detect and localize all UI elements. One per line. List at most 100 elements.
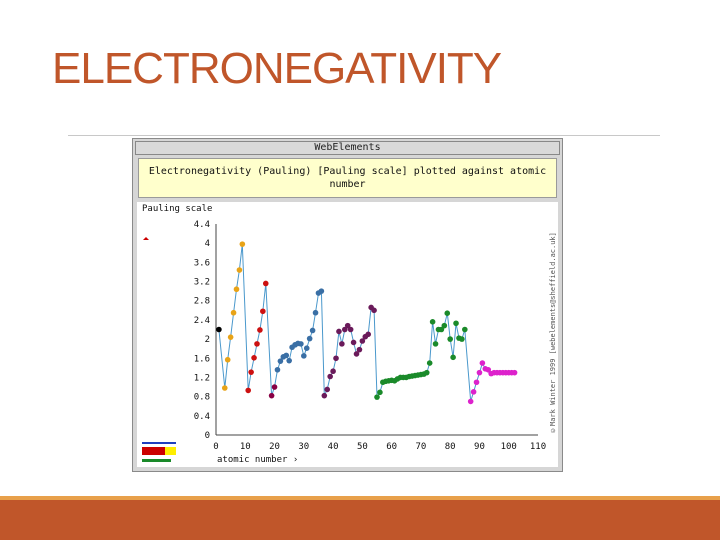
data-point <box>245 387 251 394</box>
data-point <box>224 356 231 363</box>
data-point <box>274 366 281 373</box>
data-point <box>374 394 380 400</box>
data-point <box>248 369 254 375</box>
data-point <box>286 357 292 364</box>
data-point <box>251 354 257 361</box>
data-point <box>423 369 430 376</box>
tick-labels: 0 0.4 0.8 1.2 1.6 2 2.4 2.8 3.2 3.6 4 4.4 0 10 20 30 40 5… <box>194 220 546 452</box>
data-point <box>350 339 357 346</box>
legend-red-marker <box>143 237 149 240</box>
x-tick-label: 100 <box>501 442 517 452</box>
y-tick-label: 2.4 <box>194 316 210 326</box>
data-point <box>356 346 363 353</box>
data-point <box>344 322 351 329</box>
y-tick-label: 2 <box>205 335 210 345</box>
y-tick-label: 4 <box>205 239 210 249</box>
y-tick-label: 3.6 <box>194 258 210 268</box>
series-line <box>218 244 515 402</box>
data-point <box>312 309 319 316</box>
data-point <box>239 241 246 247</box>
caption-line-2: number <box>329 179 366 190</box>
y-axis-label: Pauling scale <box>142 204 213 214</box>
data-point <box>342 326 348 333</box>
x-tick-label: 50 <box>357 442 368 452</box>
data-point <box>216 326 222 333</box>
x-tick-label: 30 <box>298 442 309 452</box>
title-divider <box>68 135 660 136</box>
footer-accent-stripe <box>0 496 720 500</box>
data-point <box>336 328 342 335</box>
data-point <box>254 341 260 347</box>
y-tick-label: 0.4 <box>194 412 210 422</box>
chart-axes <box>215 224 538 436</box>
data-point <box>301 353 307 359</box>
data-point <box>371 307 377 314</box>
x-tick-label: 40 <box>328 442 339 452</box>
data-point <box>450 354 456 361</box>
x-tick-label: 20 <box>269 442 280 452</box>
electronegativity-line <box>218 244 515 402</box>
x-tick-label: 70 <box>415 442 426 452</box>
y-tick-label: 0 <box>205 431 210 441</box>
data-point <box>321 392 328 399</box>
x-tick-label: 80 <box>445 442 456 452</box>
data-point <box>230 309 237 316</box>
legend-yellow-block <box>165 447 176 455</box>
data-point <box>459 336 465 342</box>
data-point <box>262 280 269 287</box>
data-point <box>221 385 228 391</box>
data-point <box>453 320 459 327</box>
data-point <box>426 360 433 366</box>
data-point <box>441 322 448 329</box>
data-point <box>233 286 240 293</box>
legend-red-block <box>142 447 165 455</box>
y-tick-label: 4.4 <box>194 220 210 230</box>
footer-bar <box>0 496 720 540</box>
data-point <box>327 373 333 380</box>
x-axis-label: atomic number › <box>217 455 299 465</box>
data-point <box>462 326 468 333</box>
data-point <box>257 327 263 333</box>
legend-blue-bar <box>142 442 176 444</box>
legend-swatches <box>142 237 176 462</box>
data-point <box>447 336 453 342</box>
data-point <box>271 384 278 390</box>
y-tick-label: 2.8 <box>194 297 210 307</box>
data-point <box>511 369 518 376</box>
data-point <box>353 351 360 357</box>
y-tick-label: 3.2 <box>194 278 210 288</box>
data-point <box>476 369 483 376</box>
electronegativity-chart: 0 0.4 0.8 1.2 1.6 2 2.4 2.8 3.2 3.6 4 4.4 0 10 20 30 40 5… <box>142 220 546 462</box>
data-point <box>438 326 445 333</box>
data-point <box>333 355 339 362</box>
data-point <box>339 341 345 347</box>
data-point <box>470 389 477 395</box>
data-point <box>473 379 480 386</box>
data-point <box>467 398 474 405</box>
data-point <box>268 392 275 399</box>
data-point <box>330 368 336 375</box>
data-point <box>283 352 290 359</box>
data-point <box>324 386 331 393</box>
data-point <box>429 319 436 325</box>
data-point <box>309 327 316 334</box>
data-point <box>432 341 439 347</box>
data-point <box>347 326 354 333</box>
caption-line-1: Electronegativity (Pauling) [Pauling sca… <box>148 166 547 177</box>
data-point <box>277 358 284 364</box>
data-point <box>318 288 325 294</box>
data-point <box>227 334 234 340</box>
y-tick-label: 1.6 <box>194 354 210 364</box>
data-point <box>359 338 366 344</box>
webelements-figure: WebElements Electronegativity (Pauling) … <box>132 138 563 472</box>
x-tick-label: 0 <box>213 442 218 452</box>
data-point <box>444 310 451 316</box>
data-points <box>216 241 518 405</box>
y-tick-label: 1.2 <box>194 373 210 383</box>
data-point <box>298 341 304 347</box>
copyright-credit: ©Mark Winter 1999 [webelements@sheffield… <box>549 232 557 434</box>
x-tick-label: 60 <box>386 442 397 452</box>
data-point <box>260 308 266 315</box>
data-point <box>479 360 486 366</box>
data-point <box>306 335 313 342</box>
